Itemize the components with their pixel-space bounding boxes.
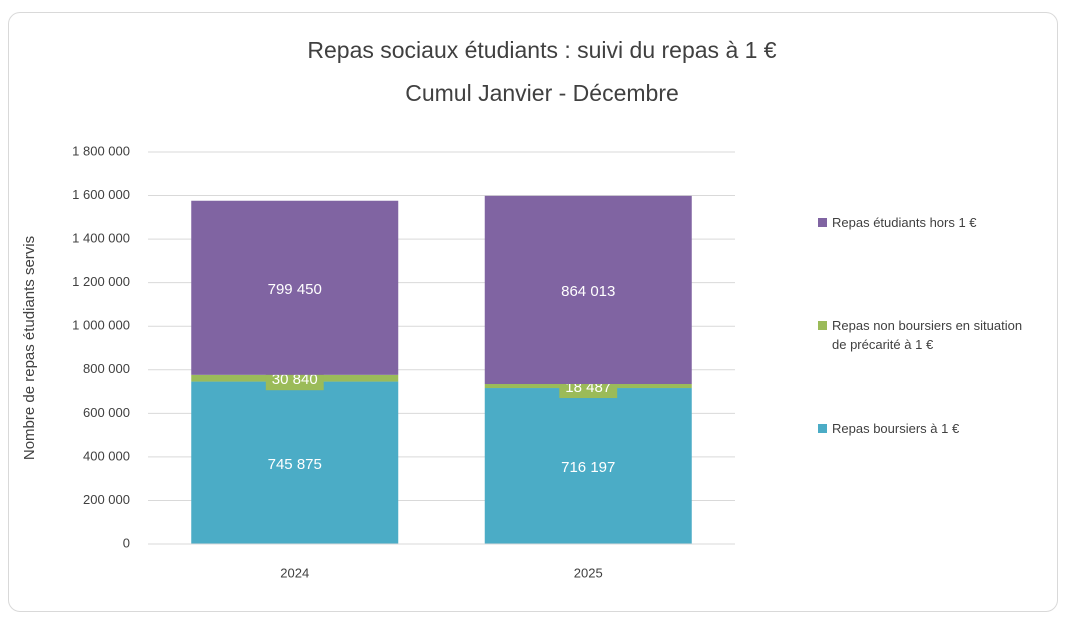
y-tick-label: 400 000: [83, 448, 130, 463]
chart-subtitle: Cumul Janvier - Décembre: [405, 80, 679, 106]
chart-card: [8, 12, 1058, 612]
data-label: 716 197: [561, 459, 615, 476]
legend-label: Repas étudiants hors 1 €: [832, 215, 977, 230]
legend-swatch: [818, 321, 827, 330]
legend-swatch: [818, 424, 827, 433]
y-tick-label: 600 000: [83, 405, 130, 420]
y-tick-label: 0: [123, 535, 130, 550]
legend-label: Repas non boursiers en situation de préc…: [832, 318, 1023, 352]
y-tick-label: 1 200 000: [72, 274, 130, 289]
data-label: 864 013: [561, 283, 615, 300]
bar-segment: [191, 381, 399, 544]
chart-title: Repas sociaux étudiants : suivi du repas…: [307, 37, 776, 63]
y-tick-label: 1 600 000: [72, 187, 130, 202]
legend-label: Repas boursiers à 1 €: [832, 421, 960, 436]
y-tick-label: 200 000: [83, 492, 130, 507]
bar-segment: [191, 200, 399, 375]
data-label: 30 840: [272, 371, 318, 388]
legend-item: Repas étudiants hors 1 €: [818, 213, 1058, 232]
data-label: 745 875: [268, 456, 322, 473]
y-tick-label: 1 400 000: [72, 231, 130, 246]
data-label: 799 450: [268, 281, 322, 298]
y-tick-label: 1 800 000: [72, 143, 130, 158]
bar-segment: [484, 388, 692, 544]
legend-item: Repas boursiers à 1 €: [818, 419, 1058, 438]
bar-segment: [484, 195, 692, 385]
x-tick-label: 2024: [280, 565, 309, 580]
legend-swatch: [818, 218, 827, 227]
y-tick-label: 800 000: [83, 361, 130, 376]
x-tick-label: 2025: [574, 565, 603, 580]
y-axis-label: Nombre de repas étudiants servis: [21, 236, 38, 460]
legend-item: Repas non boursiers en situation de préc…: [818, 316, 1058, 354]
y-tick-label: 1 000 000: [72, 318, 130, 333]
